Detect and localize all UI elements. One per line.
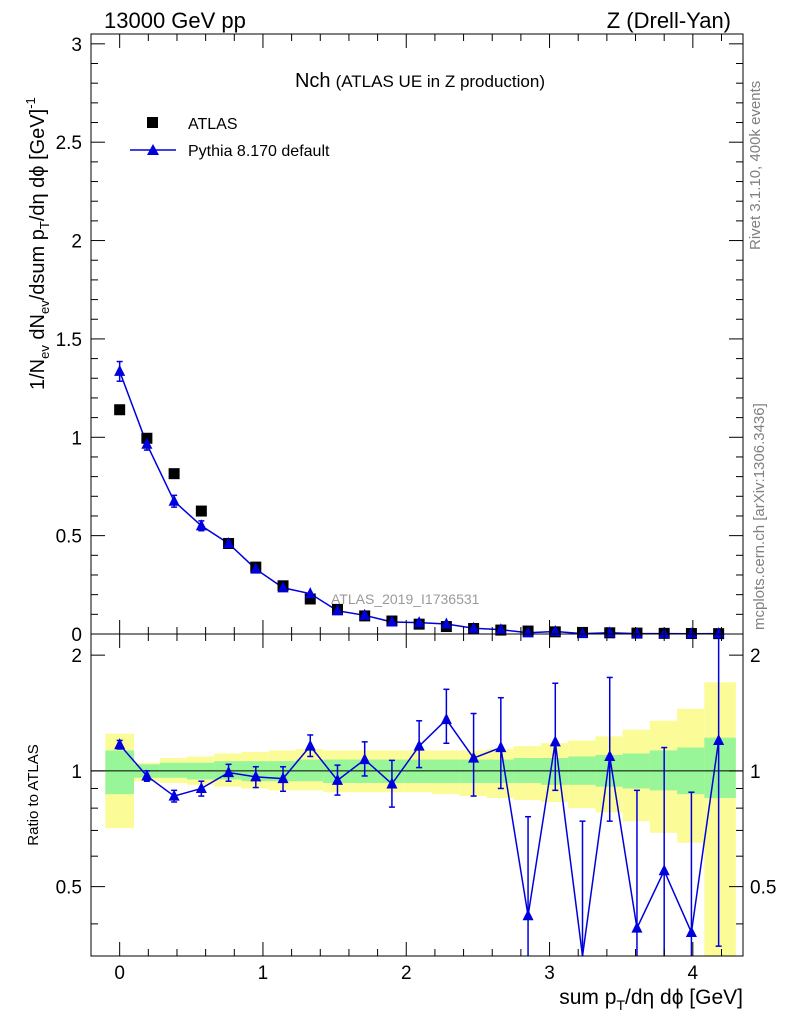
axis-ticks: [90, 34, 743, 956]
mc-point-19: [631, 627, 643, 639]
rivet-info-label: Rivet 3.1.10, 400k events: [747, 81, 764, 250]
mc-errorbar-layer: [116, 360, 232, 549]
mc-point-12: [440, 617, 452, 629]
ratio-y-tick-label-left-2: 2: [71, 646, 82, 667]
ratio-point-1: [141, 769, 153, 781]
legend: ATLAS Pythia 8.170 default: [130, 116, 330, 160]
mc-point-15: [522, 626, 534, 638]
ratio-point-13: [468, 751, 480, 763]
ratio-y-tick-label-right-2: 2: [750, 646, 761, 667]
header-left: 13000 GeV pp: [104, 8, 246, 33]
atlas-point-2: [168, 468, 180, 480]
x-tick-label-1: 1: [258, 963, 269, 984]
ratio-point-16: [549, 735, 561, 747]
ratio-point-9: [359, 753, 371, 765]
main-y-tick-label-2.5: 2.5: [56, 133, 82, 154]
ratio-point-19: [631, 921, 643, 933]
ratio-point-2: [168, 789, 180, 801]
ratio-point-7: [304, 739, 316, 751]
legend-mc-label: Pythia 8.170 default: [188, 143, 330, 160]
ratio-point-10: [386, 777, 398, 789]
mc-point-0: [114, 364, 126, 376]
x-tick-label-4: 4: [688, 963, 699, 984]
ratio-point-20: [658, 864, 670, 876]
mc-point-13: [468, 621, 480, 633]
main-y-axis-label: 1/Nev dNev/dsum pT/dη dϕ [GeV]-1: [23, 97, 52, 390]
mc-point-11: [413, 616, 425, 628]
band-inner-0: [105, 750, 134, 795]
mc-point-21: [685, 627, 697, 639]
ratio-uncertainty-bands: [105, 682, 736, 956]
mc-point-4: [223, 537, 235, 549]
atlas-point-3: [195, 505, 207, 517]
ratio-point-4: [223, 766, 235, 778]
ratio-point-15: [522, 909, 534, 921]
mc-point-5: [250, 562, 262, 574]
mc-point-3: [195, 519, 207, 531]
mcplots-site-label: mcplots.cern.ch [arXiv:1306.3436]: [751, 403, 768, 630]
atlas-point-7: [304, 593, 316, 605]
ratio-y-tick-label-right-0.5: 0.5: [750, 878, 776, 899]
legend-mc-marker: [147, 144, 159, 155]
ratio-y-axis-label: Ratio to ATLAS: [25, 744, 42, 845]
band-outer-22: [704, 682, 736, 956]
main-y-tick-label-2: 2: [71, 232, 82, 253]
mc-points-layer: [114, 364, 725, 639]
mc-point-9: [359, 608, 371, 620]
ratio-point-22: [713, 733, 725, 745]
legend-atlas-label: ATLAS: [188, 116, 238, 133]
band-inner-2: [159, 762, 188, 778]
ratio-point-12: [440, 713, 452, 725]
legend-atlas-marker: [147, 117, 158, 128]
mc-point-16: [549, 624, 561, 636]
ratio-point-0: [114, 738, 126, 750]
main-y-tick-label-1.5: 1.5: [56, 330, 82, 351]
ratio-point-18: [604, 749, 616, 762]
mc-point-1: [141, 437, 153, 449]
ratio-y-tick-label-left-0.5: 0.5: [56, 878, 82, 899]
analysis-watermark: ATLAS_2019_I1736531: [331, 591, 480, 607]
main-y-tick-label-1: 1: [71, 428, 82, 449]
mc-point-14: [495, 623, 507, 635]
plot-title: Nch (ATLAS UE in Z production): [295, 70, 545, 92]
ratio-y-tick-label-right-1: 1: [750, 762, 761, 783]
x-axis-label: sum pT/dη dϕ [GeV]: [559, 986, 743, 1013]
mc-point-8: [331, 604, 343, 616]
ratio-point-21: [685, 925, 697, 937]
mc-point-6: [277, 581, 289, 593]
ratio-point-5: [250, 770, 262, 782]
mc-point-17: [576, 627, 589, 639]
main-y-tick-label-0: 0: [71, 625, 82, 646]
mc-point-7: [304, 587, 316, 599]
ratio-point-8: [331, 773, 343, 785]
ratio-point-6: [277, 772, 289, 784]
main-y-tick-label-3: 3: [71, 35, 82, 56]
mc-point-10: [386, 615, 398, 627]
axis-tick-labels: 0 1 2 3 4 0 0.5 1 1.5 2 2.5 3 0.5 0.5 1 1 2 2: [56, 35, 777, 984]
ratio-point-14: [495, 741, 507, 753]
ratio-points-layer: [114, 713, 725, 937]
band-inner-22: [704, 737, 736, 799]
x-tick-label-3: 3: [544, 963, 555, 984]
x-tick-label-0: 0: [114, 963, 125, 984]
mc-point-2: [168, 494, 180, 506]
x-tick-label-2: 2: [401, 963, 412, 984]
header-right: Z (Drell-Yan): [607, 8, 731, 33]
atlas-point-0: [114, 404, 126, 416]
ratio-point-3: [195, 781, 207, 794]
ratio-plot-frame: [90, 633, 744, 957]
ratio-y-tick-label-left-1: 1: [71, 762, 82, 783]
ratio-point-11: [413, 739, 425, 751]
main-y-tick-label-0.5: 0.5: [56, 527, 82, 548]
